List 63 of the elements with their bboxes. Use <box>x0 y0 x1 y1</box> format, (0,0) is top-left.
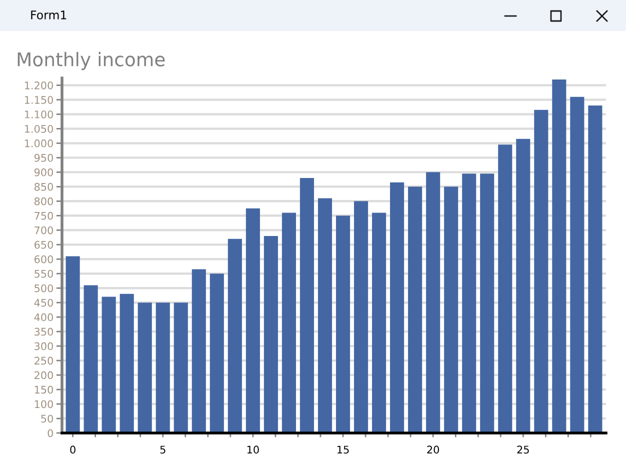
x-tick-label: 5 <box>160 446 166 454</box>
bar <box>156 302 170 433</box>
bar <box>120 294 134 433</box>
y-tick-label: 700 <box>34 226 53 234</box>
bar <box>174 302 188 433</box>
y-tick-label: 100 <box>34 400 53 408</box>
bar <box>138 302 152 433</box>
bar <box>588 106 602 433</box>
y-tick-label: 1.200 <box>24 81 53 90</box>
bar <box>264 236 278 433</box>
y-tick-label: 500 <box>34 284 53 292</box>
y-tick-label: 800 <box>34 197 53 206</box>
y-tick-label: 200 <box>34 371 53 380</box>
y-tick-label: 1.000 <box>24 139 53 148</box>
y-tick-label: 350 <box>34 328 53 336</box>
y-tick-label: 1.100 <box>24 110 53 118</box>
bar <box>570 96 584 433</box>
x-tick-label: 20 <box>427 446 440 454</box>
bar <box>372 212 386 433</box>
bar <box>516 138 530 433</box>
bar <box>318 198 332 433</box>
x-tick-label: 15 <box>338 446 349 454</box>
bar <box>228 238 242 433</box>
x-tick-label: 25 <box>517 446 529 454</box>
y-tick-label: 900 <box>34 168 53 176</box>
y-tick-label: 1.050 <box>24 124 53 133</box>
x-tick-label: 0 <box>70 446 76 454</box>
bar <box>210 274 224 433</box>
y-tick-label: 250 <box>34 356 53 365</box>
bar <box>282 212 296 433</box>
bar <box>390 182 404 433</box>
y-tick-label: 400 <box>34 313 53 322</box>
bar <box>336 216 350 433</box>
y-tick-label: 650 <box>34 240 53 249</box>
y-tick-label: 750 <box>34 212 53 220</box>
bar <box>462 174 476 433</box>
bar <box>534 110 548 433</box>
y-tick-label: 550 <box>34 270 53 278</box>
y-tick-label: 1.150 <box>24 96 53 104</box>
y-tick-label: 950 <box>34 154 53 162</box>
bar <box>84 285 98 433</box>
bar <box>192 269 206 433</box>
y-tick-label: 0 <box>48 429 53 438</box>
bar <box>354 201 368 433</box>
bar <box>552 79 566 433</box>
y-tick-label: 450 <box>34 298 53 307</box>
text: Form1 <box>31 10 66 20</box>
y-tick-label: 300 <box>34 342 53 350</box>
bar <box>480 174 494 433</box>
bar <box>66 256 80 433</box>
bar <box>444 186 458 433</box>
bar <box>408 186 422 433</box>
x-tick-label: 10 <box>247 446 259 454</box>
bar <box>246 208 260 433</box>
bar <box>426 172 440 433</box>
y-tick-label: 150 <box>34 386 53 394</box>
bar <box>102 296 116 433</box>
bar <box>498 144 512 433</box>
chart-title: Monthly income <box>18 52 165 70</box>
bar <box>300 178 314 433</box>
y-tick-label: 850 <box>34 182 53 191</box>
y-tick-label: 50 <box>41 414 53 423</box>
y-tick-label: 600 <box>34 255 53 264</box>
